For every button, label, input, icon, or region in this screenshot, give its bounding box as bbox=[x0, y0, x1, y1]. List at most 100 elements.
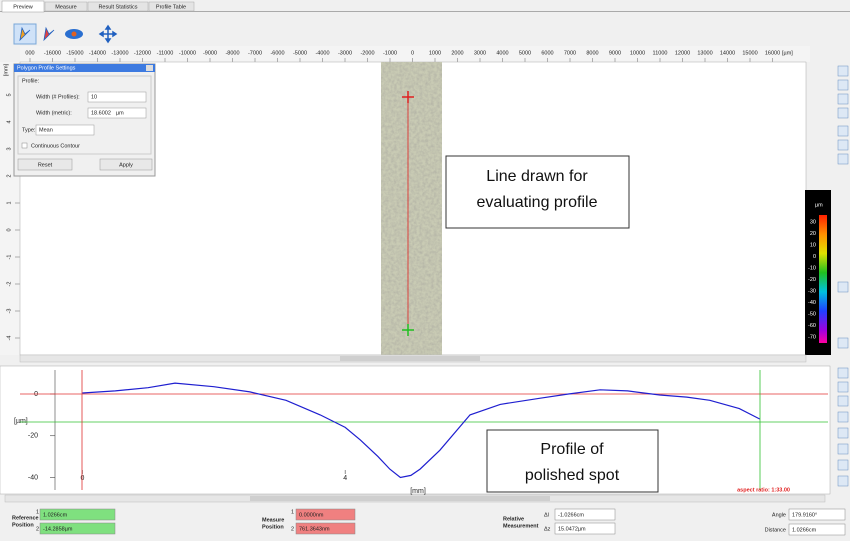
ruler-label: -3 bbox=[6, 309, 12, 314]
status-label: Position bbox=[262, 524, 284, 530]
button-label[interactable]: Reset bbox=[38, 162, 53, 168]
annotation-text: Profile of bbox=[540, 441, 604, 458]
field-value[interactable]: 15.0472µm bbox=[558, 526, 586, 532]
side-tool[interactable] bbox=[838, 444, 848, 454]
color-label: -30 bbox=[808, 288, 816, 294]
color-label: 10 bbox=[810, 242, 816, 248]
close-button[interactable] bbox=[146, 65, 153, 71]
side-tool[interactable] bbox=[838, 154, 848, 164]
ruler-label: 6000 bbox=[541, 50, 553, 56]
color-label: -70 bbox=[808, 334, 816, 340]
ruler-label: -8000 bbox=[225, 50, 239, 56]
ruler-label: 10000 bbox=[630, 50, 645, 56]
ruler-label: 8000 bbox=[586, 50, 598, 56]
side-tool[interactable] bbox=[838, 80, 848, 90]
side-tool[interactable] bbox=[838, 108, 848, 118]
ruler-label: -14000 bbox=[89, 50, 106, 56]
symbol: Δz bbox=[544, 526, 551, 532]
ruler-label: 3 bbox=[6, 147, 12, 150]
ruler-label: 12000 bbox=[675, 50, 690, 56]
x-axis-label: [mm] bbox=[410, 488, 426, 495]
status-label: Measure bbox=[262, 517, 284, 523]
field-value[interactable]: 761.3643nm bbox=[299, 526, 330, 532]
side-tool[interactable] bbox=[838, 338, 848, 348]
ruler-label: -4000 bbox=[315, 50, 329, 56]
field-value[interactable]: -1.0266cm bbox=[558, 512, 584, 518]
ruler-label: -15000 bbox=[66, 50, 83, 56]
surface-texture bbox=[381, 62, 442, 355]
ruler-label: -16000 bbox=[44, 50, 61, 56]
ruler-label: 5000 bbox=[519, 50, 531, 56]
checkbox-label[interactable]: Continuous Contour bbox=[31, 143, 80, 149]
index: 1 bbox=[291, 509, 294, 515]
ruler-label: 0 bbox=[411, 50, 414, 56]
ruler-label: -12000 bbox=[134, 50, 151, 56]
ruler-label: 16000 bbox=[765, 50, 780, 56]
spinbox-value[interactable]: 18.6002 bbox=[91, 110, 111, 116]
side-tool[interactable] bbox=[838, 126, 848, 136]
ruler-label: -3000 bbox=[338, 50, 352, 56]
ruler-label: -7000 bbox=[248, 50, 262, 56]
view-icon-dot bbox=[72, 32, 77, 37]
app-window: Preview Measure Result Statistics Profil… bbox=[0, 0, 850, 541]
color-label: -20 bbox=[808, 277, 816, 283]
ruler-label: 3000 bbox=[474, 50, 486, 56]
ruler-label: -1000 bbox=[383, 50, 397, 56]
ruler-label: 000 bbox=[25, 50, 34, 56]
annotation-text: evaluating profile bbox=[477, 194, 598, 211]
side-tool[interactable] bbox=[838, 476, 848, 486]
ruler-label: 7000 bbox=[564, 50, 576, 56]
tab-label[interactable]: Measure bbox=[55, 4, 76, 10]
status-label: Relative bbox=[503, 516, 524, 522]
side-tool[interactable] bbox=[838, 66, 848, 76]
x-tick-label: 0 bbox=[80, 475, 84, 482]
side-tool[interactable] bbox=[838, 460, 848, 470]
profile-panel bbox=[0, 366, 830, 494]
ruler-label: -2 bbox=[6, 282, 12, 287]
checkbox[interactable] bbox=[22, 143, 27, 148]
unit-select[interactable]: µm bbox=[116, 110, 124, 116]
side-tool[interactable] bbox=[838, 382, 848, 392]
status-label: Angle bbox=[772, 512, 786, 518]
y-axis-label: [µm] bbox=[14, 418, 28, 425]
select-value[interactable]: Mean bbox=[39, 127, 53, 133]
side-tool[interactable] bbox=[838, 396, 848, 406]
y-tick-label: -20 bbox=[28, 433, 38, 440]
index: 2 bbox=[291, 526, 294, 532]
status-label: Position bbox=[12, 522, 34, 528]
ruler-label: -10000 bbox=[179, 50, 196, 56]
aspect-ratio: aspect ratio: 1:33.00 bbox=[737, 487, 790, 493]
ruler-label: -5000 bbox=[293, 50, 307, 56]
group-label: Profile: bbox=[22, 78, 40, 84]
annotation-text: polished spot bbox=[525, 467, 620, 484]
field-label: Type: bbox=[22, 127, 36, 133]
ruler-label: 15000 bbox=[742, 50, 757, 56]
annotation-text: Line drawn for bbox=[486, 168, 588, 185]
ruler-label: -13000 bbox=[111, 50, 128, 56]
tab-label[interactable]: Profile Table bbox=[156, 4, 186, 10]
ruler-label: 13000 bbox=[697, 50, 712, 56]
button-label[interactable]: Apply bbox=[119, 162, 133, 168]
spinbox-value[interactable]: 10 bbox=[91, 94, 97, 100]
field-value[interactable]: 179.9160° bbox=[792, 512, 817, 518]
field-value[interactable]: 1.0266cm bbox=[43, 512, 68, 518]
ruler-label: 14000 bbox=[720, 50, 735, 56]
ruler-label: 1000 bbox=[429, 50, 441, 56]
side-tool[interactable] bbox=[838, 94, 848, 104]
ruler-label: -6000 bbox=[270, 50, 284, 56]
scroll-thumb[interactable] bbox=[250, 496, 550, 501]
ruler-label: 9000 bbox=[609, 50, 621, 56]
field-value[interactable]: 0.0000nm bbox=[299, 512, 324, 518]
color-label: -40 bbox=[808, 300, 816, 306]
field-value[interactable]: -14.2858µm bbox=[43, 526, 73, 532]
side-tool[interactable] bbox=[838, 428, 848, 438]
tab-label[interactable]: Result Statistics bbox=[98, 4, 137, 10]
side-tool[interactable] bbox=[838, 412, 848, 422]
ruler-label: 5 bbox=[6, 93, 12, 96]
side-tool[interactable] bbox=[838, 368, 848, 378]
scroll-thumb[interactable] bbox=[340, 356, 480, 361]
tab-label[interactable]: Preview bbox=[13, 4, 33, 10]
field-value[interactable]: 1.0266cm bbox=[792, 527, 817, 533]
side-tool[interactable] bbox=[838, 282, 848, 292]
side-tool[interactable] bbox=[838, 140, 848, 150]
